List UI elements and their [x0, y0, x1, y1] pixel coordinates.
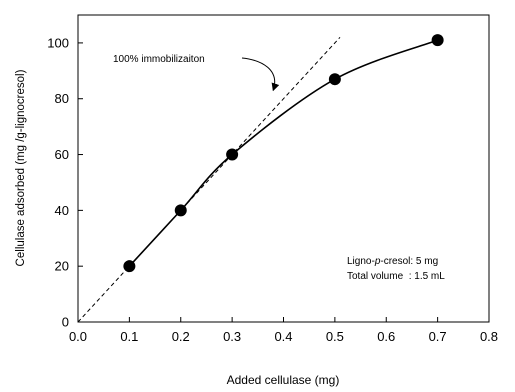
annotation: 100% immobilizaiton: [113, 54, 280, 92]
point-layer: [123, 34, 444, 273]
y-tick-label-1: 20: [55, 259, 69, 274]
y-tick-label-5: 100: [47, 35, 69, 50]
x-tick-label-2: 0.2: [172, 329, 190, 344]
data-point-2: [226, 148, 239, 161]
y-tick-label-2: 40: [55, 203, 69, 218]
x-tick-label-0: 0.0: [69, 329, 87, 344]
x-tick-label-8: 0.8: [480, 329, 498, 344]
x-tick-label-7: 0.7: [429, 329, 447, 344]
y-axis-label: Cellulase adsorbed (mg /g-lignocresol): [15, 69, 27, 266]
reference-line-layer: [77, 36, 341, 323]
reference-line-100-percent: [77, 36, 341, 323]
axes: 0.0 0.1 0.2 0.3 0.4 0.5 0.6 0.7 0.8 0 20 40 60 80 100: [47, 35, 498, 344]
fit-curve: [128, 39, 438, 267]
data-point-0: [123, 260, 136, 273]
x-tick-label-4: 0.4: [274, 329, 292, 344]
data-point-1: [174, 204, 187, 217]
x-tick-label-6: 0.6: [377, 329, 395, 344]
x-tick-label-1: 0.1: [120, 329, 138, 344]
y-tick-label-0: 0: [62, 315, 69, 330]
y-tick-label-4: 80: [55, 91, 69, 106]
notes: Ligno-p-cresol: 5 mg Total volume : 1.5 …: [347, 256, 445, 282]
annotation-label: 100% immobilizaiton: [113, 54, 205, 65]
y-tick-label-3: 60: [55, 147, 69, 162]
data-point-4: [431, 34, 444, 47]
note-total-volume: Total volume : 1.5 mL: [347, 271, 445, 282]
data-point-3: [328, 73, 341, 86]
x-tick-label-3: 0.3: [223, 329, 241, 344]
annotation-arrow: [241, 57, 280, 92]
x-tick-label-5: 0.5: [326, 329, 344, 344]
curve-layer: [128, 39, 438, 267]
x-axis-label: Added cellulase (mg): [227, 373, 340, 387]
note-ligno-cresol: Ligno-p-cresol: 5 mg: [347, 256, 438, 267]
